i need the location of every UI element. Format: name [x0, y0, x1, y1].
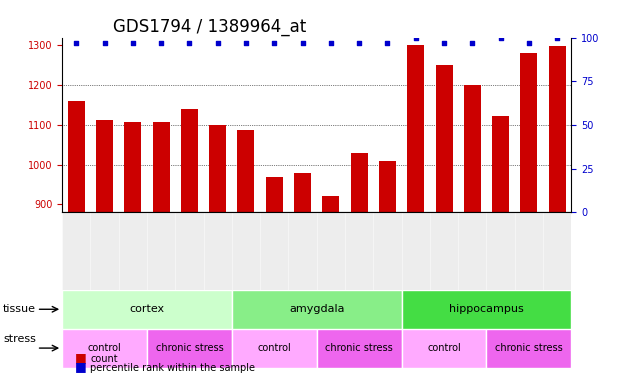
Bar	[68, 101, 84, 212]
Bar	[204, 212, 232, 290]
Bar	[322, 195, 339, 212]
Bar	[153, 122, 170, 212]
Text: ■: ■	[75, 351, 86, 364]
Point	[496, 34, 505, 40]
Point	[354, 40, 364, 46]
Bar	[351, 153, 368, 212]
Bar	[232, 290, 402, 328]
Text: chronic stress: chronic stress	[325, 343, 393, 353]
Bar	[492, 116, 509, 212]
Bar	[288, 212, 317, 290]
Text: stress: stress	[3, 334, 36, 344]
Bar	[237, 130, 255, 212]
Text: percentile rank within the sample: percentile rank within the sample	[90, 363, 255, 373]
Bar	[119, 212, 147, 290]
Bar	[435, 65, 453, 212]
Point	[383, 40, 392, 46]
Text: ■: ■	[75, 360, 86, 373]
Text: control: control	[257, 343, 291, 353]
Point	[270, 40, 279, 46]
Bar	[294, 172, 311, 212]
Bar	[91, 212, 119, 290]
Point	[241, 40, 251, 46]
Bar	[486, 328, 571, 368]
Bar	[124, 122, 142, 212]
Text: count: count	[90, 354, 117, 364]
Bar	[96, 120, 113, 212]
Point	[71, 40, 81, 46]
Text: control: control	[427, 343, 461, 353]
Bar	[430, 212, 458, 290]
Bar	[317, 212, 345, 290]
Bar	[402, 328, 486, 368]
Bar	[147, 328, 232, 368]
Bar	[232, 212, 260, 290]
Point	[99, 40, 109, 46]
Bar	[62, 290, 232, 328]
Point	[128, 40, 138, 46]
Bar	[62, 212, 91, 290]
Point	[552, 34, 562, 40]
Bar	[175, 212, 204, 290]
Bar	[520, 53, 537, 212]
Bar	[402, 212, 430, 290]
Text: chronic stress: chronic stress	[155, 343, 224, 353]
Bar	[260, 212, 288, 290]
Point	[156, 40, 166, 46]
Point	[297, 40, 307, 46]
Point	[326, 40, 336, 46]
Bar	[464, 85, 481, 212]
Bar	[181, 109, 198, 212]
Bar	[209, 125, 226, 212]
Bar	[407, 45, 424, 212]
Text: tissue: tissue	[3, 304, 36, 314]
Text: GDS1794 / 1389964_at: GDS1794 / 1389964_at	[113, 18, 306, 36]
Point	[439, 40, 449, 46]
Bar	[232, 328, 317, 368]
Bar	[402, 290, 571, 328]
Point	[213, 40, 223, 46]
Bar	[549, 46, 566, 212]
Bar	[345, 212, 373, 290]
Bar	[515, 212, 543, 290]
Text: hippocampus: hippocampus	[449, 304, 524, 314]
Point	[468, 40, 478, 46]
Text: chronic stress: chronic stress	[495, 343, 563, 353]
Point	[184, 40, 194, 46]
Text: amygdala: amygdala	[289, 304, 345, 314]
Bar	[317, 328, 402, 368]
Bar	[379, 161, 396, 212]
Bar	[486, 212, 515, 290]
Text: cortex: cortex	[129, 304, 165, 314]
Bar	[543, 212, 571, 290]
Bar	[62, 328, 147, 368]
Bar	[266, 177, 283, 212]
Point	[410, 34, 420, 40]
Bar	[458, 212, 486, 290]
Bar	[373, 212, 402, 290]
Point	[524, 40, 534, 46]
Text: control: control	[88, 343, 122, 353]
Bar	[147, 212, 175, 290]
